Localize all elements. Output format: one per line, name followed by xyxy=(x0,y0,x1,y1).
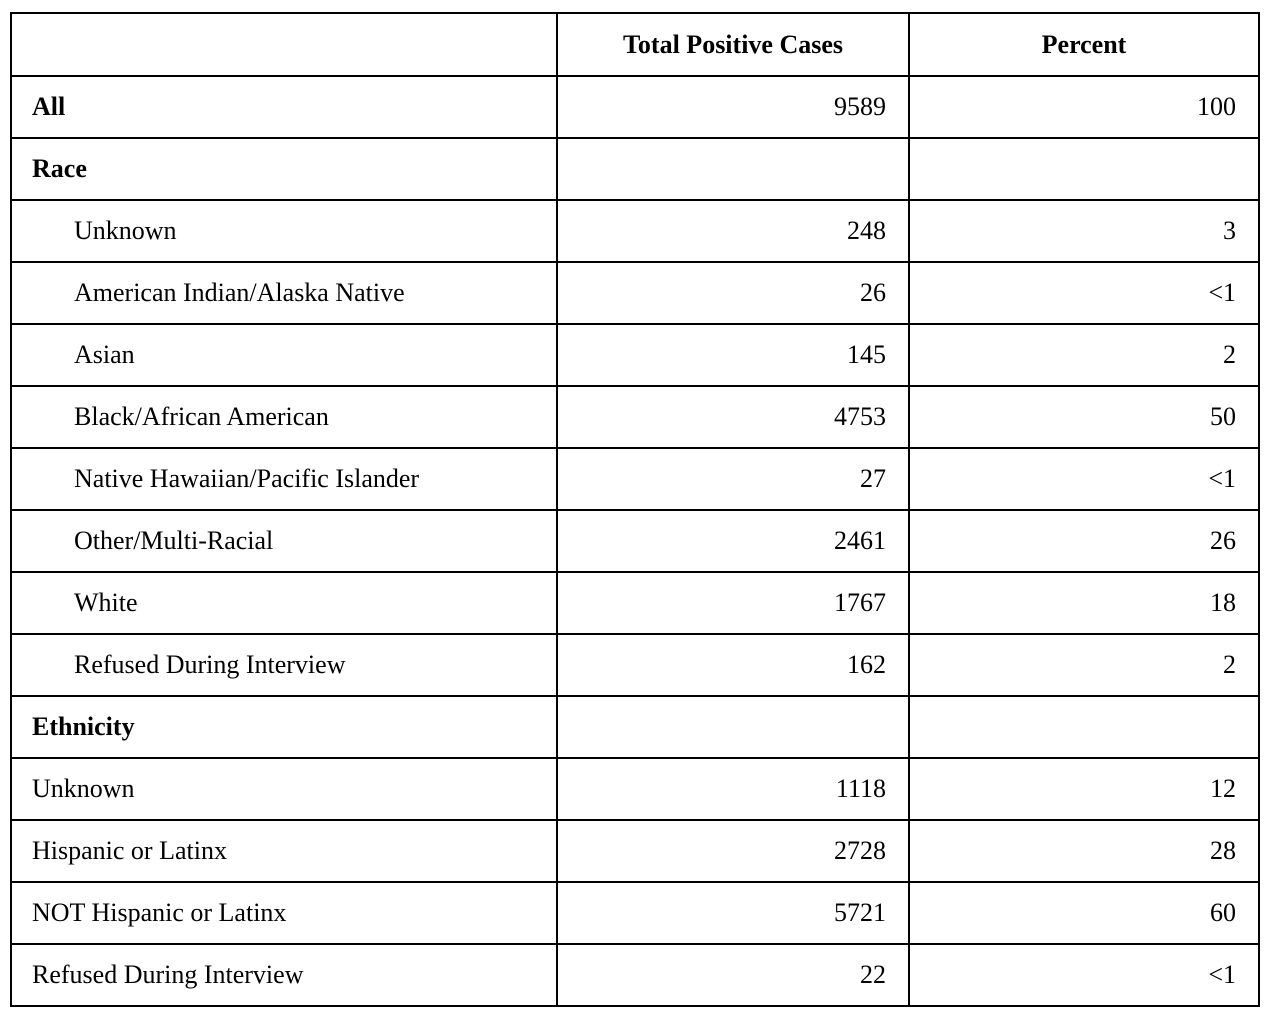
total-positive-cases-cell: 1767 xyxy=(556,571,910,635)
row-label-cell: Race xyxy=(10,137,558,201)
percent-cell: 12 xyxy=(908,757,1260,821)
header-total-positive-cases-cell: Total Positive Cases xyxy=(556,12,910,77)
total-positive-cases-cell: 9589 xyxy=(556,75,910,139)
row-label-cell: Refused During Interview xyxy=(10,633,558,697)
total-positive-cases-cell: 26 xyxy=(556,261,910,325)
table-header: Total Positive Cases Percent xyxy=(10,12,1260,77)
row-label-cell: American Indian/Alaska Native xyxy=(10,261,558,325)
percent-cell: 2 xyxy=(908,633,1260,697)
table-body: All 9589 100 Race Unknown 248 3 American Indian… xyxy=(10,75,1260,1007)
table-row: Refused During Interview 162 2 xyxy=(10,633,1260,697)
row-label-cell: Native Hawaiian/Pacific Islander xyxy=(10,447,558,511)
row-label-cell: Other/Multi-Racial xyxy=(10,509,558,573)
row-label-cell: Refused During Interview xyxy=(10,943,558,1007)
percent-cell: <1 xyxy=(908,943,1260,1007)
total-positive-cases-cell: 4753 xyxy=(556,385,910,449)
row-label-cell: All xyxy=(10,75,558,139)
total-positive-cases-cell: 2461 xyxy=(556,509,910,573)
percent-cell: 60 xyxy=(908,881,1260,945)
table-row: Race xyxy=(10,137,1260,201)
row-label-cell: White xyxy=(10,571,558,635)
table-row: Native Hawaiian/Pacific Islander 27 <1 xyxy=(10,447,1260,511)
table-row: Unknown 248 3 xyxy=(10,199,1260,263)
table-row: Unknown 1118 12 xyxy=(10,757,1260,821)
row-label-cell: NOT Hispanic or Latinx xyxy=(10,881,558,945)
table-row: All 9589 100 xyxy=(10,75,1260,139)
percent-cell: 18 xyxy=(908,571,1260,635)
row-label-cell: Asian xyxy=(10,323,558,387)
table-row: Black/African American 4753 50 xyxy=(10,385,1260,449)
positive-cases-table-container: Total Positive Cases Percent All 9589 100 R… xyxy=(10,12,1260,1007)
percent-cell xyxy=(908,695,1260,759)
percent-cell: <1 xyxy=(908,261,1260,325)
row-label-cell: Ethnicity xyxy=(10,695,558,759)
total-positive-cases-cell: 22 xyxy=(556,943,910,1007)
total-positive-cases-cell: 5721 xyxy=(556,881,910,945)
row-label-cell: Unknown xyxy=(10,757,558,821)
percent-cell: 100 xyxy=(908,75,1260,139)
header-row: Total Positive Cases Percent xyxy=(10,12,1260,77)
total-positive-cases-cell: 2728 xyxy=(556,819,910,883)
row-label-cell: Hispanic or Latinx xyxy=(10,819,558,883)
row-label-cell: Unknown xyxy=(10,199,558,263)
row-label-cell: Black/African American xyxy=(10,385,558,449)
table-row: Asian 145 2 xyxy=(10,323,1260,387)
percent-cell xyxy=(908,137,1260,201)
percent-cell: 28 xyxy=(908,819,1260,883)
table-row: White 1767 18 xyxy=(10,571,1260,635)
header-category-cell xyxy=(10,12,558,77)
total-positive-cases-cell: 1118 xyxy=(556,757,910,821)
table-row: NOT Hispanic or Latinx 5721 60 xyxy=(10,881,1260,945)
total-positive-cases-cell: 145 xyxy=(556,323,910,387)
table-row: Hispanic or Latinx 2728 28 xyxy=(10,819,1260,883)
total-positive-cases-cell xyxy=(556,695,910,759)
total-positive-cases-cell: 162 xyxy=(556,633,910,697)
percent-cell: 26 xyxy=(908,509,1260,573)
header-percent-cell: Percent xyxy=(908,12,1260,77)
percent-cell: 2 xyxy=(908,323,1260,387)
table-row: American Indian/Alaska Native 26 <1 xyxy=(10,261,1260,325)
table-row: Other/Multi-Racial 2461 26 xyxy=(10,509,1260,573)
total-positive-cases-cell: 27 xyxy=(556,447,910,511)
table-row: Refused During Interview 22 <1 xyxy=(10,943,1260,1007)
positive-cases-by-race-ethnicity-table: Total Positive Cases Percent All 9589 100 R… xyxy=(10,12,1260,1007)
table-row: Ethnicity xyxy=(10,695,1260,759)
total-positive-cases-cell: 248 xyxy=(556,199,910,263)
percent-cell: 3 xyxy=(908,199,1260,263)
total-positive-cases-cell xyxy=(556,137,910,201)
percent-cell: <1 xyxy=(908,447,1260,511)
percent-cell: 50 xyxy=(908,385,1260,449)
